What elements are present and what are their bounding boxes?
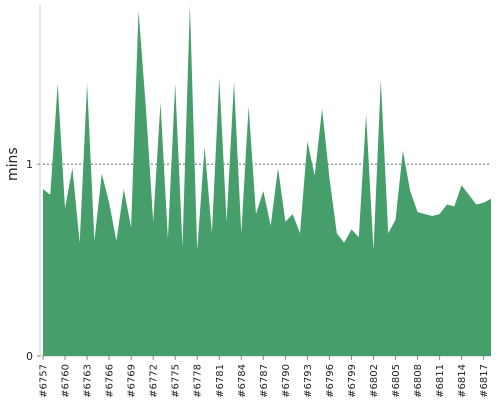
x-tick-label: #6811 bbox=[435, 364, 446, 398]
x-tick-label: #6802 bbox=[369, 364, 380, 398]
duration-area bbox=[43, 5, 491, 356]
x-tick-label: #6808 bbox=[413, 364, 424, 398]
x-tick-label: #6775 bbox=[171, 364, 182, 398]
x-tick-label: #6817 bbox=[479, 364, 490, 398]
x-tick-label: #6796 bbox=[325, 364, 336, 398]
x-tick-label: #6778 bbox=[193, 364, 204, 398]
x-tick-label: #6799 bbox=[347, 364, 358, 398]
x-tick-label: #6757 bbox=[39, 364, 50, 398]
x-tick-label: #6814 bbox=[457, 364, 468, 398]
y-tick-label: 1 bbox=[26, 158, 33, 171]
x-tick-label: #6760 bbox=[61, 364, 72, 398]
x-tick-label: #6784 bbox=[237, 364, 248, 398]
x-tick-label: #6766 bbox=[105, 364, 116, 398]
x-tick-label: #6805 bbox=[391, 364, 402, 398]
y-axis-label: mins bbox=[5, 147, 21, 181]
x-tick-label: #6790 bbox=[281, 364, 292, 398]
x-tick-label: #6763 bbox=[83, 364, 94, 398]
x-tick-label: #6781 bbox=[215, 364, 226, 398]
x-tick-label: #6772 bbox=[149, 364, 160, 398]
x-ticks: #6757 #6760 #6763 #6766 #6769 #6772 #6775 #6778… bbox=[39, 356, 490, 398]
x-tick-label: #6793 bbox=[303, 364, 314, 398]
y-ticks: 01 bbox=[26, 158, 40, 363]
x-tick-label: #6769 bbox=[127, 364, 138, 398]
y-tick-label: 0 bbox=[26, 350, 33, 363]
x-tick-label: #6787 bbox=[259, 364, 270, 398]
